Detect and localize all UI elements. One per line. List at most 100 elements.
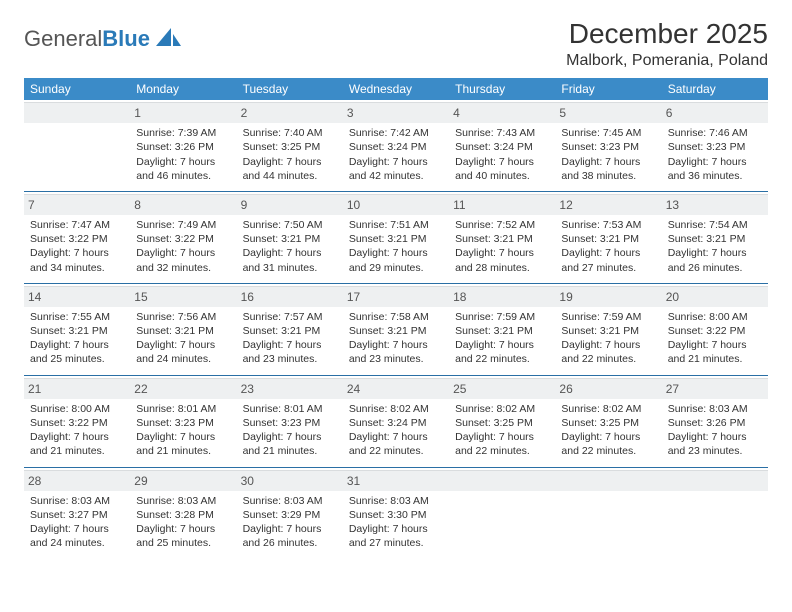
daylight-line: Daylight: 7 hours and 46 minutes.: [136, 155, 230, 183]
daylight-line: Daylight: 7 hours and 22 minutes.: [455, 430, 549, 458]
sunset-line: Sunset: 3:23 PM: [561, 140, 655, 154]
calendar-location: Malbork, Pomerania, Poland: [566, 52, 768, 70]
sunrise-line: Sunrise: 8:03 AM: [668, 402, 762, 416]
sunrise-line: Sunrise: 8:01 AM: [243, 402, 337, 416]
sunrise-line: Sunrise: 8:02 AM: [349, 402, 443, 416]
weekday-header: Friday: [555, 78, 661, 100]
calendar-day-cell: 7Sunrise: 7:47 AMSunset: 3:22 PMDaylight…: [24, 191, 130, 283]
day-number: 11: [449, 194, 555, 215]
sunset-line: Sunset: 3:28 PM: [136, 508, 230, 522]
weekday-header: Tuesday: [237, 78, 343, 100]
daylight-line: Daylight: 7 hours and 36 minutes.: [668, 155, 762, 183]
calendar-day-cell: 27 Sunrise: 8:03 AMSunset: 3:26 PMDayligh…: [662, 375, 768, 467]
day-number: 23: [237, 378, 343, 399]
calendar-day-cell: 1 Sunrise: 7:39 AMSunset: 3:26 PMDaylight…: [130, 100, 236, 191]
sunrise-line: Sunrise: 8:01 AM: [136, 402, 230, 416]
calendar-day-cell: [449, 467, 555, 558]
sunset-line: Sunset: 3:23 PM: [668, 140, 762, 154]
day-number: 7: [24, 194, 130, 215]
day-number: 26: [555, 378, 661, 399]
calendar-day-cell: 29Sunrise: 8:03 AMSunset: 3:28 PMDayligh…: [130, 467, 236, 558]
calendar-day-cell: 24Sunrise: 8:02 AMSunset: 3:24 PMDayligh…: [343, 375, 449, 467]
sunrise-line: Sunrise: 7:39 AM: [136, 126, 230, 140]
sunset-line: Sunset: 3:21 PM: [136, 324, 230, 338]
sunrise-line: Sunrise: 8:03 AM: [349, 494, 443, 508]
calendar-day-cell: [662, 467, 768, 558]
calendar-title: December 2025: [566, 18, 768, 50]
sunrise-line: Sunrise: 7:54 AM: [668, 218, 762, 232]
calendar-body: 1Sunrise: 7:39 AMSunset: 3:26 PMDaylight…: [24, 100, 768, 558]
calendar-week-row: 21Sunrise: 8:00 AMSunset: 3:22 PMDayligh…: [24, 375, 768, 467]
sunset-line: Sunset: 3:21 PM: [561, 324, 655, 338]
calendar-day-cell: 6Sunrise: 7:46 AMSunset: 3:23 PMDaylight…: [662, 100, 768, 191]
daylight-line: Daylight: 7 hours and 24 minutes.: [136, 338, 230, 366]
sunrise-line: Sunrise: 7:46 AM: [668, 126, 762, 140]
day-number: 25: [449, 378, 555, 399]
day-number: 4: [449, 102, 555, 123]
sunrise-line: Sunrise: 7:50 AM: [243, 218, 337, 232]
sunset-line: Sunset: 3:21 PM: [349, 232, 443, 246]
calendar-day-cell: 10Sunrise: 7:51 AMSunset: 3:21 PMDayligh…: [343, 191, 449, 283]
calendar-day-cell: 15 Sunrise: 7:56 AMSunset: 3:21 PMDayligh…: [130, 283, 236, 375]
sunset-line: Sunset: 3:25 PM: [243, 140, 337, 154]
day-number: 16: [237, 286, 343, 307]
daylight-line: Daylight: 7 hours and 23 minutes.: [668, 430, 762, 458]
sunrise-line: Sunrise: 7:56 AM: [136, 310, 230, 324]
sunrise-line: Sunrise: 8:03 AM: [243, 494, 337, 508]
day-number: 31: [343, 470, 449, 491]
sunset-line: Sunset: 3:21 PM: [30, 324, 124, 338]
daylight-line: Daylight: 7 hours and 23 minutes.: [349, 338, 443, 366]
sunrise-line: Sunrise: 7:55 AM: [30, 310, 124, 324]
calendar-day-cell: 20 Sunrise: 8:00 AMSunset: 3:22 PMDayligh…: [662, 283, 768, 375]
day-number: 24: [343, 378, 449, 399]
day-number: 8: [130, 194, 236, 215]
calendar-week-row: 1Sunrise: 7:39 AMSunset: 3:26 PMDaylight…: [24, 100, 768, 191]
sunrise-line: Sunrise: 7:40 AM: [243, 126, 337, 140]
sunset-line: Sunset: 3:22 PM: [30, 416, 124, 430]
empty-day-bar: [24, 102, 130, 123]
sunset-line: Sunset: 3:21 PM: [243, 232, 337, 246]
calendar-day-cell: 13Sunrise: 7:54 AMSunset: 3:21 PMDayligh…: [662, 191, 768, 283]
day-number: 1: [130, 102, 236, 123]
sunrise-line: Sunrise: 7:47 AM: [30, 218, 124, 232]
calendar-day-cell: 30Sunrise: 8:03 AMSunset: 3:29 PMDayligh…: [237, 467, 343, 558]
title-block: December 2025 Malbork, Pomerania, Poland: [566, 18, 768, 70]
day-number: 2: [237, 102, 343, 123]
sunset-line: Sunset: 3:21 PM: [243, 324, 337, 338]
sunrise-line: Sunrise: 7:42 AM: [349, 126, 443, 140]
sunset-line: Sunset: 3:26 PM: [668, 416, 762, 430]
weekday-header: Monday: [130, 78, 236, 100]
sunset-line: Sunset: 3:27 PM: [30, 508, 124, 522]
calendar-day-cell: 23 Sunrise: 8:01 AMSunset: 3:23 PMDayligh…: [237, 375, 343, 467]
sunrise-line: Sunrise: 8:00 AM: [668, 310, 762, 324]
day-number: 27: [662, 378, 768, 399]
daylight-line: Daylight: 7 hours and 21 minutes.: [243, 430, 337, 458]
daylight-line: Daylight: 7 hours and 21 minutes.: [668, 338, 762, 366]
daylight-line: Daylight: 7 hours and 40 minutes.: [455, 155, 549, 183]
sunrise-line: Sunrise: 8:03 AM: [30, 494, 124, 508]
calendar-week-row: 28Sunrise: 8:03 AMSunset: 3:27 PMDayligh…: [24, 467, 768, 558]
sunset-line: Sunset: 3:29 PM: [243, 508, 337, 522]
sunset-line: Sunset: 3:21 PM: [668, 232, 762, 246]
day-number: 17: [343, 286, 449, 307]
calendar-week-row: 7Sunrise: 7:47 AMSunset: 3:22 PMDaylight…: [24, 191, 768, 283]
calendar-day-cell: [555, 467, 661, 558]
daylight-line: Daylight: 7 hours and 26 minutes.: [668, 246, 762, 274]
sunset-line: Sunset: 3:25 PM: [455, 416, 549, 430]
calendar-day-cell: 17Sunrise: 7:58 AMSunset: 3:21 PMDayligh…: [343, 283, 449, 375]
empty-day-bar: [449, 470, 555, 491]
sunrise-line: Sunrise: 7:45 AM: [561, 126, 655, 140]
sunset-line: Sunset: 3:21 PM: [349, 324, 443, 338]
calendar-day-cell: 8Sunrise: 7:49 AMSunset: 3:22 PMDaylight…: [130, 191, 236, 283]
sunset-line: Sunset: 3:23 PM: [243, 416, 337, 430]
sunset-line: Sunset: 3:26 PM: [136, 140, 230, 154]
day-number: 15: [130, 286, 236, 307]
sunset-line: Sunset: 3:22 PM: [668, 324, 762, 338]
calendar-day-cell: 12Sunrise: 7:53 AMSunset: 3:21 PMDayligh…: [555, 191, 661, 283]
sunrise-line: Sunrise: 7:49 AM: [136, 218, 230, 232]
day-number: 3: [343, 102, 449, 123]
calendar-day-cell: 18Sunrise: 7:59 AMSunset: 3:21 PMDayligh…: [449, 283, 555, 375]
daylight-line: Daylight: 7 hours and 42 minutes.: [349, 155, 443, 183]
day-number: 20: [662, 286, 768, 307]
sunrise-line: Sunrise: 7:53 AM: [561, 218, 655, 232]
